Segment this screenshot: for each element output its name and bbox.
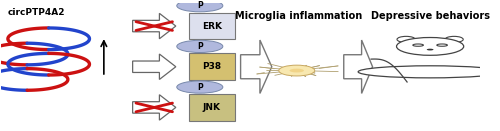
Polygon shape [344,40,372,93]
FancyBboxPatch shape [189,53,234,80]
Circle shape [396,37,464,55]
Polygon shape [132,95,176,120]
Ellipse shape [437,44,448,46]
Ellipse shape [358,66,500,78]
Ellipse shape [397,36,415,42]
Text: Microglia inflammation: Microglia inflammation [234,11,362,21]
Polygon shape [132,54,176,80]
Polygon shape [132,13,176,39]
Polygon shape [240,40,272,93]
Circle shape [177,81,223,93]
Text: P: P [197,1,202,10]
Text: ERK: ERK [202,22,222,31]
Text: JNK: JNK [203,103,221,112]
Text: Depressive behaviors: Depressive behaviors [370,11,490,21]
Ellipse shape [445,36,463,42]
Circle shape [177,0,223,12]
FancyBboxPatch shape [189,94,234,121]
Ellipse shape [290,69,304,72]
Circle shape [427,49,434,50]
FancyBboxPatch shape [189,13,234,39]
Ellipse shape [278,65,314,76]
Circle shape [177,40,223,53]
Text: P38: P38 [202,62,222,71]
Text: P: P [197,83,202,92]
Ellipse shape [413,44,424,46]
Text: P: P [197,42,202,51]
Text: circPTP4A2: circPTP4A2 [8,8,66,17]
